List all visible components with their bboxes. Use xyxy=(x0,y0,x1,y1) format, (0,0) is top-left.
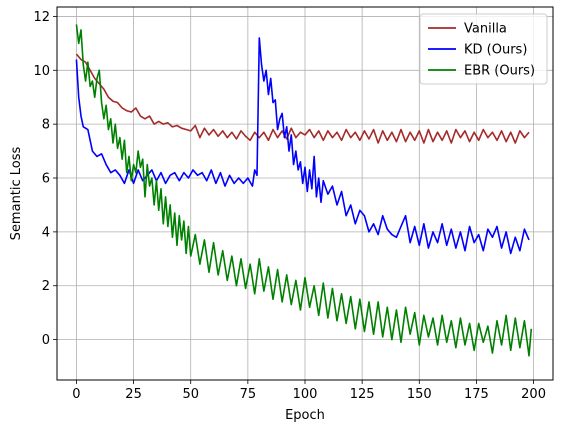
series-group xyxy=(75,24,533,357)
series-line-0 xyxy=(75,53,530,144)
legend-label: KD (Ours) xyxy=(464,43,527,58)
grid xyxy=(57,7,553,380)
legend-label: EBR (Ours) xyxy=(464,64,535,79)
x-tick-label: 100 xyxy=(293,387,318,402)
y-tick-label: 4 xyxy=(42,225,50,240)
legend: Vanilla KD (Ours) EBR (Ours) xyxy=(419,13,548,85)
series-line-1 xyxy=(75,37,530,255)
x-tick-label: 200 xyxy=(521,387,546,402)
x-tick-label: 150 xyxy=(407,387,432,402)
x-tick-label: 25 xyxy=(125,387,142,402)
y-tick-label: 12 xyxy=(33,10,50,25)
legend-box xyxy=(419,13,548,85)
x-axis: 0 25 50 75 100 125 150 175 200 xyxy=(72,380,546,402)
y-tick-label: 8 xyxy=(42,118,50,133)
y-tick-label: 10 xyxy=(33,64,50,79)
y-axis-label: Semantic Loss xyxy=(9,146,24,240)
y-tick-label: 6 xyxy=(42,172,50,187)
y-axis: 0 2 4 6 8 10 12 xyxy=(33,10,57,348)
x-tick-label: 125 xyxy=(350,387,375,402)
y-tick-label: 2 xyxy=(42,279,50,294)
x-tick-label: 0 xyxy=(72,387,80,402)
legend-label: Vanilla xyxy=(464,22,507,37)
series-line-2 xyxy=(75,24,533,357)
x-tick-label: 50 xyxy=(182,387,199,402)
x-axis-label: Epoch xyxy=(285,408,325,423)
y-tick-label: 0 xyxy=(42,333,50,348)
x-tick-label: 175 xyxy=(464,387,489,402)
x-tick-label: 75 xyxy=(240,387,257,402)
